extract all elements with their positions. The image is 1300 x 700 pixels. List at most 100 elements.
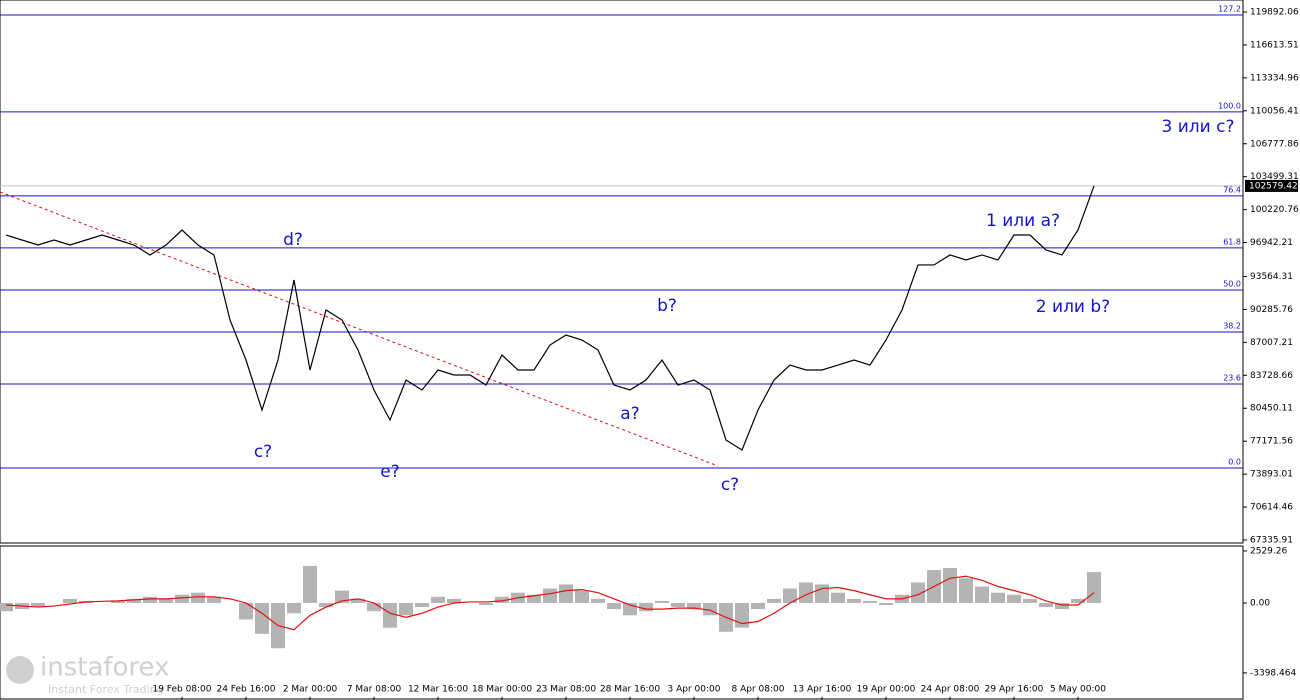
x-tick-label: 12 Mar 16:00 bbox=[408, 685, 468, 695]
fib-label: 50.0 bbox=[1223, 279, 1241, 288]
y-tick-label: 100220.76 bbox=[1250, 205, 1299, 215]
osc-signal bbox=[5, 575, 1095, 631]
watermark: instaforex Instant Forex Trading bbox=[6, 653, 169, 696]
watermark-brand: instaforex bbox=[40, 653, 169, 683]
osc-bar bbox=[1071, 598, 1085, 603]
osc-bar bbox=[959, 578, 973, 603]
osc-bar bbox=[831, 592, 845, 603]
wave-label: 2 или b? bbox=[1036, 297, 1110, 317]
y-tick-label: 87007.21 bbox=[1250, 338, 1293, 348]
fib-label: 127.2 bbox=[1218, 5, 1241, 14]
fib-label: 100.0 bbox=[1218, 101, 1241, 110]
osc-tick-label: 0.00 bbox=[1250, 598, 1270, 608]
x-tick-label: 3 Apr 00:00 bbox=[668, 685, 721, 695]
fib-label: 23.6 bbox=[1223, 373, 1241, 382]
osc-bar bbox=[847, 598, 861, 603]
osc-bar bbox=[943, 567, 957, 603]
osc-bar bbox=[575, 590, 589, 603]
osc-bar bbox=[1055, 602, 1069, 610]
wave-label: c? bbox=[721, 475, 739, 495]
osc-bar bbox=[111, 600, 125, 603]
osc-bar bbox=[415, 602, 429, 608]
osc-bar bbox=[1039, 602, 1053, 608]
osc-bar bbox=[879, 602, 893, 606]
osc-bar bbox=[191, 592, 205, 603]
price-line bbox=[5, 185, 1095, 451]
x-tick-label: 23 Mar 08:00 bbox=[536, 685, 596, 695]
wave-label: c? bbox=[254, 442, 272, 462]
osc-bar bbox=[767, 598, 781, 603]
wave-label: a? bbox=[620, 404, 639, 424]
osc-bar bbox=[383, 602, 397, 628]
x-tick-label: 2 Mar 00:00 bbox=[283, 685, 338, 695]
osc-bar bbox=[543, 588, 557, 603]
osc-bar bbox=[287, 602, 301, 614]
y-tick-label: 103499.31 bbox=[1250, 172, 1299, 182]
osc-bar bbox=[367, 602, 381, 612]
osc-bar bbox=[207, 596, 221, 603]
wave-labels: d? c? e? b? a? c? 1 или a? 2 или b? 3 ил… bbox=[254, 117, 1235, 495]
y-tick-label: 73893.01 bbox=[1250, 470, 1293, 480]
osc-bar bbox=[527, 594, 541, 603]
price-panel bbox=[0, 0, 1244, 544]
x-tick-label: 29 Apr 16:00 bbox=[985, 685, 1044, 695]
osc-bar bbox=[447, 598, 461, 603]
fib-label: 76.4 bbox=[1223, 185, 1241, 194]
y-tick-label: 106777.86 bbox=[1250, 139, 1299, 149]
wave-label: b? bbox=[657, 296, 677, 316]
osc-bar bbox=[239, 602, 253, 620]
y-tick-label: 67335.91 bbox=[1250, 536, 1293, 546]
fib-label: 0.0 bbox=[1228, 458, 1241, 467]
oscillator-panel bbox=[0, 545, 1244, 700]
osc-bar bbox=[319, 602, 333, 608]
x-tick-label: 28 Mar 16:00 bbox=[600, 685, 660, 695]
x-tick-label: 8 Apr 08:00 bbox=[732, 685, 785, 695]
x-tick-label: 18 Mar 00:00 bbox=[472, 685, 532, 695]
osc-bar bbox=[63, 598, 77, 603]
x-tick-label: 13 Apr 16:00 bbox=[793, 685, 852, 695]
wave-label: 3 или c? bbox=[1162, 117, 1235, 137]
osc-bar bbox=[0, 602, 13, 612]
y-tick-label: 77171.56 bbox=[1250, 437, 1293, 447]
watermark-logo bbox=[6, 656, 34, 684]
x-tick-label: 24 Feb 16:00 bbox=[216, 685, 275, 695]
osc-bar bbox=[495, 596, 509, 603]
x-tick-label: 5 May 00:00 bbox=[1050, 685, 1106, 695]
osc-bar bbox=[1087, 572, 1101, 603]
trendline bbox=[0, 191, 719, 467]
y-tick-label: 83728.66 bbox=[1250, 371, 1293, 381]
osc-bar bbox=[815, 584, 829, 603]
osc-bar bbox=[655, 600, 669, 603]
osc-bar bbox=[639, 602, 653, 612]
osc-bar bbox=[687, 602, 701, 610]
x-tick-label: 24 Apr 08:00 bbox=[921, 685, 980, 695]
osc-bar bbox=[735, 602, 749, 628]
y-tick-label: 96942.21 bbox=[1250, 238, 1293, 248]
y-tick-label: 110056.41 bbox=[1250, 106, 1299, 116]
x-tick-label: 19 Feb 08:00 bbox=[152, 685, 211, 695]
fib-label: 61.8 bbox=[1223, 237, 1241, 246]
osc-bar bbox=[975, 586, 989, 603]
osc-bar bbox=[31, 602, 45, 608]
osc-bar bbox=[607, 602, 621, 610]
watermark-tagline: Instant Forex Trading bbox=[48, 683, 164, 696]
fib-label: 38.2 bbox=[1223, 321, 1241, 330]
osc-bar bbox=[1023, 598, 1037, 603]
current-price-box bbox=[1245, 179, 1298, 192]
y-tick-label: 93564.31 bbox=[1250, 272, 1293, 282]
osc-bar bbox=[127, 598, 141, 603]
x-tick-label: 7 Mar 08:00 bbox=[347, 685, 402, 695]
y-tick-label: 116613.51 bbox=[1250, 40, 1299, 50]
osc-bar bbox=[399, 602, 413, 616]
osc-bar bbox=[1007, 594, 1021, 603]
osc-bar bbox=[351, 598, 365, 603]
wave-label: 1 или a? bbox=[986, 211, 1060, 231]
osc-bar bbox=[303, 565, 317, 603]
y-tick-label: 90285.76 bbox=[1250, 305, 1293, 315]
osc-bar bbox=[863, 600, 877, 603]
osc-bar bbox=[591, 598, 605, 603]
y-tick-label: 119892.06 bbox=[1250, 8, 1299, 18]
y-tick-label: 70614.46 bbox=[1250, 503, 1293, 513]
osc-tick-label: 2529.26 bbox=[1250, 546, 1287, 556]
